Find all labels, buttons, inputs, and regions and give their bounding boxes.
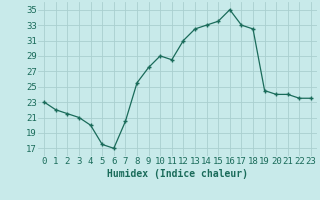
X-axis label: Humidex (Indice chaleur): Humidex (Indice chaleur) xyxy=(107,169,248,179)
